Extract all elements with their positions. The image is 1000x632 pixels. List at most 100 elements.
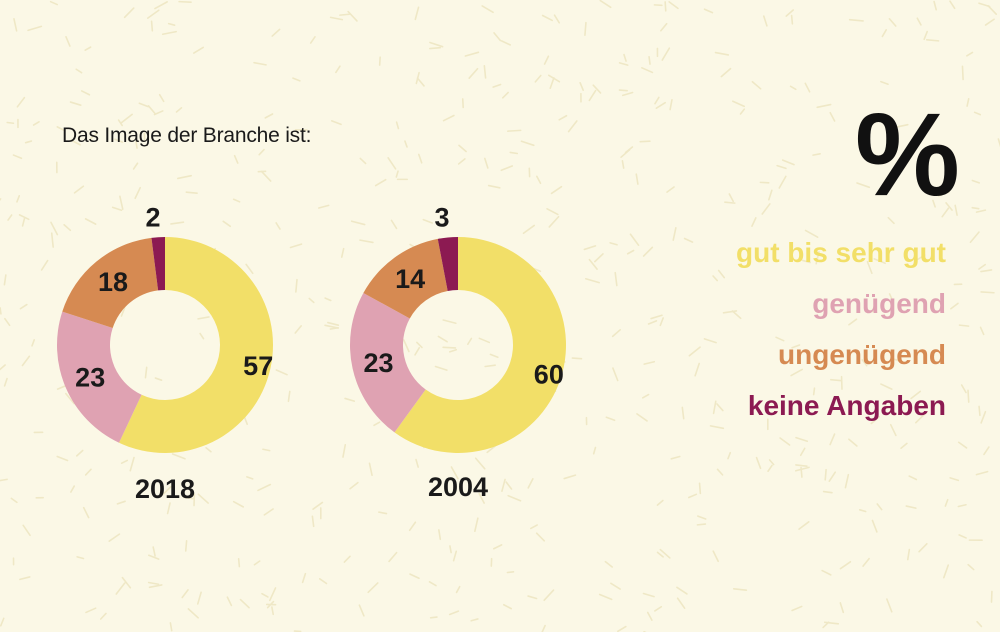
texture-dash bbox=[641, 393, 650, 399]
texture-dash bbox=[830, 378, 843, 382]
texture-dash bbox=[18, 214, 30, 221]
texture-dash bbox=[129, 456, 135, 472]
texture-dash bbox=[923, 30, 928, 41]
texture-dash bbox=[138, 102, 149, 108]
texture-dash bbox=[812, 387, 816, 396]
texture-dash bbox=[967, 389, 970, 403]
texture-dash bbox=[960, 384, 967, 394]
texture-dash bbox=[448, 610, 460, 616]
texture-dash bbox=[858, 509, 867, 513]
texture-dash bbox=[387, 156, 397, 170]
texture-dash bbox=[779, 437, 791, 446]
texture-dash bbox=[253, 61, 267, 66]
texture-dash bbox=[583, 245, 597, 251]
texture-dash bbox=[594, 253, 604, 263]
texture-dash bbox=[82, 506, 90, 519]
texture-dash bbox=[161, 30, 178, 36]
texture-dash bbox=[116, 500, 126, 505]
texture-dash bbox=[646, 611, 653, 621]
texture-dash bbox=[474, 517, 479, 533]
donut-slice-2004-1 bbox=[350, 292, 426, 433]
texture-dash bbox=[261, 592, 269, 598]
texture-dash bbox=[349, 481, 359, 490]
texture-dash bbox=[954, 204, 958, 216]
texture-dash bbox=[839, 560, 852, 570]
texture-dash bbox=[881, 28, 888, 38]
texture-dash bbox=[16, 96, 26, 108]
texture-dash bbox=[886, 598, 893, 613]
texture-dash bbox=[467, 337, 473, 346]
texture-dash bbox=[829, 433, 836, 446]
donut-2004: 60 23 14 3 2004 bbox=[350, 203, 566, 502]
texture-dash bbox=[264, 113, 274, 119]
texture-dash bbox=[3, 274, 7, 286]
texture-dash bbox=[65, 392, 75, 405]
texture-dash bbox=[50, 232, 54, 248]
donut-2018: 57 23 18 2 2018 bbox=[57, 202, 273, 504]
texture-dash bbox=[641, 67, 654, 74]
texture-dash bbox=[900, 442, 908, 450]
texture-dash bbox=[971, 206, 980, 210]
texture-dash bbox=[3, 377, 8, 387]
texture-dash bbox=[647, 320, 658, 325]
texture-dash bbox=[553, 14, 561, 24]
texture-dash bbox=[650, 314, 663, 320]
donut-slice-2018-1 bbox=[57, 311, 142, 443]
texture-dash bbox=[181, 589, 189, 599]
texture-dash bbox=[618, 89, 628, 92]
texture-dash bbox=[656, 551, 664, 558]
texture-dash bbox=[10, 497, 18, 504]
texture-dash bbox=[768, 189, 773, 201]
texture-dash bbox=[152, 546, 156, 557]
texture-dash bbox=[402, 339, 410, 353]
texture-dash bbox=[408, 521, 417, 532]
texture-dash bbox=[205, 446, 212, 453]
texture-dash bbox=[541, 624, 546, 632]
texture-dash bbox=[635, 173, 639, 185]
texture-dash bbox=[957, 503, 967, 508]
texture-dash bbox=[762, 15, 768, 27]
texture-dash bbox=[791, 605, 803, 612]
texture-dash bbox=[732, 100, 746, 108]
texture-dash bbox=[716, 403, 724, 412]
donut-slice-2018-0 bbox=[119, 237, 274, 453]
texture-dash bbox=[166, 502, 171, 515]
texture-dash bbox=[642, 246, 654, 257]
texture-dash bbox=[7, 214, 13, 221]
texture-dash bbox=[598, 593, 613, 601]
texture-dash bbox=[69, 101, 82, 106]
texture-dash bbox=[108, 533, 121, 542]
texture-dash bbox=[75, 68, 83, 74]
texture-dash bbox=[344, 397, 356, 402]
texture-dash bbox=[527, 478, 534, 489]
texture-dash bbox=[812, 153, 821, 156]
texture-dash bbox=[727, 451, 732, 460]
texture-dash bbox=[666, 186, 675, 193]
texture-dash bbox=[171, 453, 186, 460]
texture-dash bbox=[870, 415, 881, 425]
texture-dash bbox=[848, 18, 864, 22]
texture-dash bbox=[257, 483, 272, 492]
texture-dash bbox=[950, 302, 959, 310]
texture-dash bbox=[417, 153, 423, 164]
texture-dash bbox=[856, 182, 871, 189]
texture-dash bbox=[56, 126, 65, 132]
texture-dash bbox=[295, 278, 298, 293]
texture-dash bbox=[501, 91, 509, 99]
texture-dash bbox=[584, 21, 587, 36]
texture-dash bbox=[722, 310, 738, 314]
texture-dash bbox=[335, 65, 341, 74]
texture-dash bbox=[546, 208, 559, 216]
donut-slice-2018-2 bbox=[62, 237, 159, 329]
texture-dash bbox=[324, 297, 332, 302]
texture-dash bbox=[120, 307, 126, 317]
texture-dash bbox=[378, 511, 388, 515]
texture-dash bbox=[271, 606, 275, 616]
texture-dash bbox=[70, 139, 81, 146]
texture-dash bbox=[457, 158, 466, 165]
texture-dash bbox=[541, 14, 554, 22]
texture-dash bbox=[80, 90, 91, 96]
texture-dash bbox=[804, 82, 811, 93]
texture-dash bbox=[414, 346, 421, 356]
